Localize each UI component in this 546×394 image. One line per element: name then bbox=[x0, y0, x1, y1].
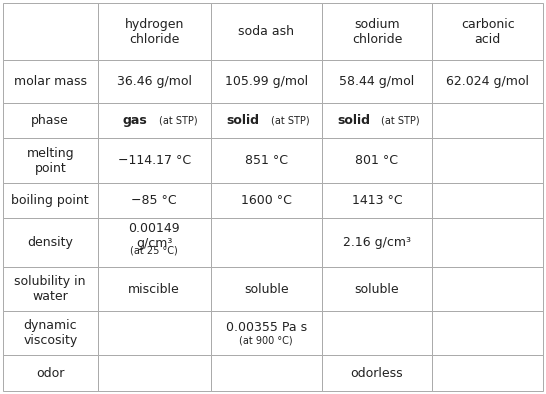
Bar bbox=[432, 60, 543, 103]
Bar bbox=[211, 355, 322, 391]
Bar bbox=[98, 267, 211, 311]
Text: boiling point: boiling point bbox=[11, 194, 89, 207]
Text: molar mass: molar mass bbox=[14, 75, 87, 88]
Text: dynamic
viscosity: dynamic viscosity bbox=[23, 319, 78, 347]
Text: sodium
chloride: sodium chloride bbox=[352, 18, 402, 46]
Bar bbox=[98, 3, 211, 60]
Bar bbox=[432, 183, 543, 218]
Bar bbox=[98, 183, 211, 218]
Bar bbox=[211, 218, 322, 267]
Bar bbox=[211, 3, 322, 60]
Text: solid: solid bbox=[337, 114, 370, 127]
Text: miscible: miscible bbox=[128, 282, 180, 296]
Bar bbox=[98, 355, 211, 391]
Text: gas: gas bbox=[123, 114, 147, 127]
Text: 58.44 g/mol: 58.44 g/mol bbox=[339, 75, 414, 88]
Text: solid: solid bbox=[227, 114, 260, 127]
Text: (at STP): (at STP) bbox=[158, 115, 197, 126]
Bar bbox=[3, 311, 98, 355]
Text: carbonic
acid: carbonic acid bbox=[461, 18, 514, 46]
Text: (at 25 °C): (at 25 °C) bbox=[130, 246, 178, 256]
Bar bbox=[211, 103, 322, 138]
Bar bbox=[98, 311, 211, 355]
Bar bbox=[322, 183, 432, 218]
Bar bbox=[98, 103, 211, 138]
Bar bbox=[98, 60, 211, 103]
Bar bbox=[322, 218, 432, 267]
Bar bbox=[3, 218, 98, 267]
Text: 0.00149
g/cm³: 0.00149 g/cm³ bbox=[128, 222, 180, 250]
Text: (at STP): (at STP) bbox=[271, 115, 309, 126]
Bar bbox=[432, 3, 543, 60]
Text: solubility in
water: solubility in water bbox=[15, 275, 86, 303]
Bar bbox=[322, 311, 432, 355]
Bar bbox=[3, 138, 98, 183]
Text: melting
point: melting point bbox=[26, 147, 74, 175]
Text: (at STP): (at STP) bbox=[381, 115, 420, 126]
Text: 851 °C: 851 °C bbox=[245, 154, 288, 167]
Bar bbox=[98, 218, 211, 267]
Bar bbox=[3, 183, 98, 218]
Text: soluble: soluble bbox=[244, 282, 289, 296]
Bar bbox=[3, 60, 98, 103]
Bar bbox=[98, 138, 211, 183]
Bar bbox=[211, 138, 322, 183]
Text: 0.00355 Pa s: 0.00355 Pa s bbox=[225, 321, 307, 334]
Bar bbox=[322, 60, 432, 103]
Text: 105.99 g/mol: 105.99 g/mol bbox=[225, 75, 308, 88]
Bar bbox=[432, 218, 543, 267]
Text: hydrogen
chloride: hydrogen chloride bbox=[124, 18, 184, 46]
Bar bbox=[322, 138, 432, 183]
Bar bbox=[322, 103, 432, 138]
Bar bbox=[432, 355, 543, 391]
Text: 1413 °C: 1413 °C bbox=[352, 194, 402, 207]
Bar bbox=[322, 267, 432, 311]
Bar bbox=[3, 103, 98, 138]
Bar bbox=[3, 267, 98, 311]
Bar bbox=[322, 355, 432, 391]
Text: −85 °C: −85 °C bbox=[132, 194, 177, 207]
Text: 36.46 g/mol: 36.46 g/mol bbox=[117, 75, 192, 88]
Bar bbox=[432, 138, 543, 183]
Text: phase: phase bbox=[31, 114, 69, 127]
Text: soluble: soluble bbox=[355, 282, 399, 296]
Text: 1600 °C: 1600 °C bbox=[241, 194, 292, 207]
Bar bbox=[432, 267, 543, 311]
Text: (at 900 °C): (at 900 °C) bbox=[240, 336, 293, 346]
Text: odorless: odorless bbox=[351, 367, 403, 380]
Text: 801 °C: 801 °C bbox=[355, 154, 399, 167]
Bar bbox=[432, 311, 543, 355]
Text: −114.17 °C: −114.17 °C bbox=[117, 154, 191, 167]
Text: odor: odor bbox=[36, 367, 64, 380]
Bar bbox=[3, 3, 98, 60]
Bar bbox=[211, 267, 322, 311]
Bar bbox=[211, 60, 322, 103]
Bar bbox=[211, 183, 322, 218]
Text: 62.024 g/mol: 62.024 g/mol bbox=[446, 75, 529, 88]
Text: 2.16 g/cm³: 2.16 g/cm³ bbox=[343, 236, 411, 249]
Text: soda ash: soda ash bbox=[238, 25, 294, 38]
Bar bbox=[211, 311, 322, 355]
Bar bbox=[432, 103, 543, 138]
Bar bbox=[3, 355, 98, 391]
Bar bbox=[322, 3, 432, 60]
Text: density: density bbox=[27, 236, 73, 249]
